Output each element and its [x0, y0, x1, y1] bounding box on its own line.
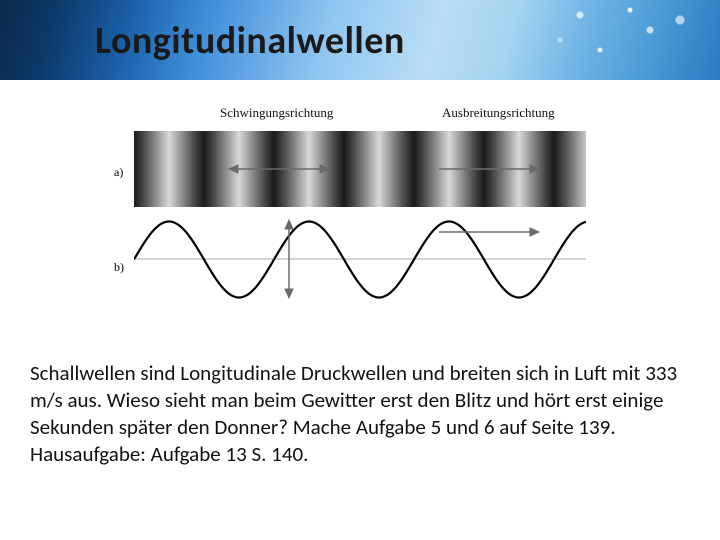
- row-a-label: a): [114, 165, 123, 180]
- slide-title: Longitudinalwellen: [95, 18, 405, 64]
- slide: Longitudinalwellen Schwingungsrichtung A…: [0, 0, 720, 540]
- schwingung-arrow-icon: [229, 165, 329, 173]
- diagram-top-labels: Schwingungsrichtung Ausbreitungsrichtung: [120, 105, 600, 127]
- compression-wave: [134, 131, 586, 207]
- body-text: Schallwellen sind Longitudinale Druckwel…: [30, 360, 690, 468]
- label-ausbreitungsrichtung: Ausbreitungsrichtung: [442, 105, 555, 121]
- ausbreitung-arrow-a-icon: [439, 165, 539, 173]
- row-b-label: b): [114, 260, 124, 275]
- ausbreitung-arrow-b-icon: [439, 228, 539, 236]
- compression-arrows: [134, 131, 586, 207]
- sine-wave: [134, 207, 586, 312]
- wave-diagram: Schwingungsrichtung Ausbreitungsrichtung…: [120, 105, 600, 305]
- label-schwingungsrichtung: Schwingungsrichtung: [220, 105, 333, 121]
